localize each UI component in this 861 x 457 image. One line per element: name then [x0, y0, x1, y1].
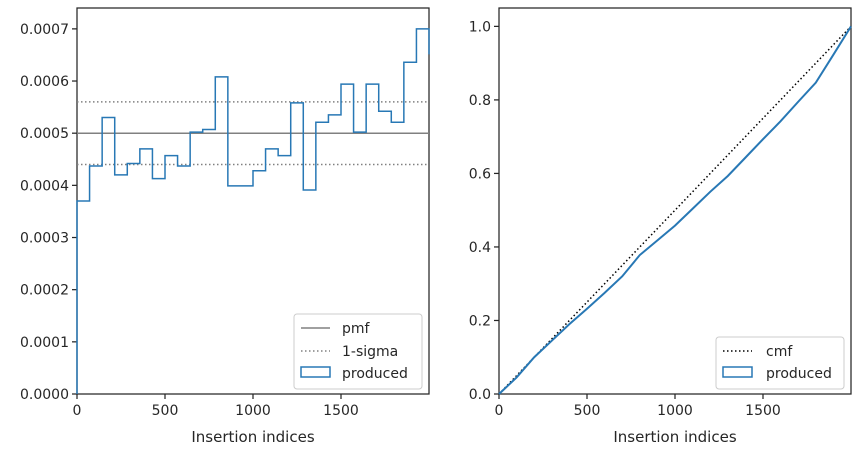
- left-reference-lines: [77, 101, 429, 166]
- left-legend: pmf 1-sigma produced: [293, 313, 423, 390]
- right-y-tick-label: 0.0: [469, 387, 491, 403]
- legend-produced-swatch-right: [722, 366, 753, 378]
- left-y-tick-label: 0.0001: [20, 335, 69, 351]
- right-x-tick-label: 500: [574, 403, 601, 419]
- right-x-tick-label: 1500: [745, 403, 781, 419]
- legend-sigma-label: 1-sigma: [342, 344, 398, 360]
- produced-histogram-step: [76, 28, 430, 394]
- legend-produced-label-right: produced: [766, 366, 832, 382]
- right-x-tick-label: 0: [495, 403, 504, 419]
- right-plot-frame: [498, 7, 852, 395]
- cmf-line: [498, 25, 852, 395]
- right-y-tick-label: 0.6: [469, 166, 491, 182]
- right-y-tick-label: 0.2: [469, 313, 491, 329]
- left-y-tick-label: 0.0007: [20, 22, 69, 38]
- legend-produced-swatch: [300, 366, 331, 378]
- right-y-tick-label: 0.8: [469, 93, 491, 109]
- left-y-tick-label: 0.0003: [20, 231, 69, 247]
- left-x-tick-label: 500: [152, 403, 179, 419]
- left-legend-box: [293, 313, 423, 390]
- legend-produced-label: produced: [342, 366, 408, 382]
- histogram-panel: 0.0000 0.0001 0.0002 0.0003 0.0004 0.0005 0.00…: [20, 7, 430, 446]
- legend-pmf-label: pmf: [342, 321, 371, 337]
- left-x-axis-label: Insertion indices: [191, 428, 314, 446]
- right-x-axis: 0 500 1000 1500: [495, 394, 781, 419]
- right-y-axis: 0.0 0.2 0.4 0.6 0.8 1.0: [469, 19, 499, 403]
- left-y-tick-label: 0.0004: [20, 178, 69, 194]
- left-y-tick-label: 0.0005: [20, 126, 69, 142]
- legend-cmf-label: cmf: [766, 344, 793, 360]
- right-legend: cmf produced: [715, 336, 845, 390]
- left-x-tick-label: 1500: [323, 403, 359, 419]
- right-x-axis-label: Insertion indices: [613, 428, 736, 446]
- left-y-axis: 0.0000 0.0001 0.0002 0.0003 0.0004 0.0005 0.00…: [20, 22, 77, 403]
- right-y-tick-label: 1.0: [469, 19, 491, 35]
- left-x-axis: 0 500 1000 1500: [73, 394, 359, 419]
- left-x-tick-label: 0: [73, 403, 82, 419]
- left-y-tick-label: 0.0000: [20, 387, 69, 403]
- right-legend-box: [715, 336, 845, 390]
- left-y-tick-label: 0.0006: [20, 74, 69, 90]
- right-y-tick-label: 0.4: [469, 240, 491, 256]
- produced-cumulative-line: [498, 25, 852, 395]
- left-y-tick-label: 0.0002: [20, 283, 69, 299]
- cumulative-panel: 0.0 0.2 0.4 0.6 0.8 1.0 0 500 1000 1500 Insertio…: [469, 7, 852, 446]
- left-x-tick-label: 1000: [235, 403, 271, 419]
- right-x-tick-label: 1000: [657, 403, 693, 419]
